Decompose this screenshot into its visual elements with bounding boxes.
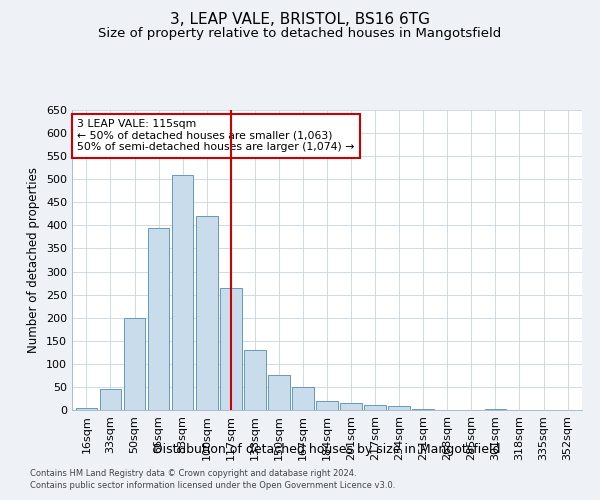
Bar [388,406,410,410]
Bar [196,216,218,410]
Bar [148,228,169,410]
Bar [485,409,506,410]
Bar [124,318,145,410]
Bar [172,174,193,410]
Bar [340,403,362,410]
Text: 3, LEAP VALE, BRISTOL, BS16 6TG: 3, LEAP VALE, BRISTOL, BS16 6TG [170,12,430,28]
Text: Contains public sector information licensed under the Open Government Licence v3: Contains public sector information licen… [30,481,395,490]
Text: Size of property relative to detached houses in Mangotsfield: Size of property relative to detached ho… [98,28,502,40]
Text: Distribution of detached houses by size in Mangotsfield: Distribution of detached houses by size … [153,442,501,456]
Text: 3 LEAP VALE: 115sqm
← 50% of detached houses are smaller (1,063)
50% of semi-det: 3 LEAP VALE: 115sqm ← 50% of detached ho… [77,119,355,152]
Bar [268,376,290,410]
Bar [316,401,338,410]
Bar [364,406,386,410]
Bar [292,387,314,410]
Bar [244,350,266,410]
Text: Contains HM Land Registry data © Crown copyright and database right 2024.: Contains HM Land Registry data © Crown c… [30,468,356,477]
Y-axis label: Number of detached properties: Number of detached properties [28,167,40,353]
Bar [76,408,97,410]
Bar [100,389,121,410]
Bar [412,409,434,410]
Bar [220,288,242,410]
